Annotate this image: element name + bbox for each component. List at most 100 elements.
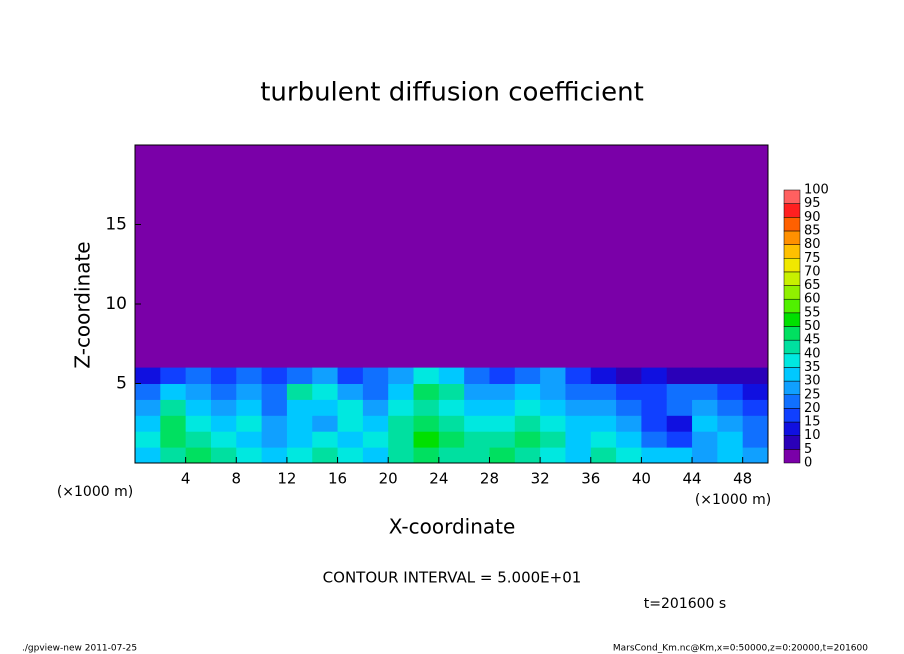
x-tick-label: 20 xyxy=(379,470,398,488)
colorbar-label: 95 xyxy=(804,196,821,211)
heat-cell xyxy=(413,399,440,416)
heat-cell xyxy=(135,415,161,432)
colorbar-swatch xyxy=(783,203,801,218)
heat-cell xyxy=(590,367,617,384)
heat-cell xyxy=(388,367,415,384)
heat-cell xyxy=(160,399,187,416)
heat-cell xyxy=(312,367,339,384)
heat-cell xyxy=(388,447,415,464)
heat-cell xyxy=(590,415,617,432)
x-tick-label: 8 xyxy=(232,470,242,488)
heat-cell xyxy=(160,415,187,432)
colorbar-swatch xyxy=(783,339,801,355)
heat-cell xyxy=(135,399,161,416)
heat-cell xyxy=(388,399,415,416)
heat-cell xyxy=(489,399,516,416)
colorbar-swatch xyxy=(783,394,801,409)
heat-cell xyxy=(717,447,744,464)
colorbar-swatch xyxy=(783,312,801,327)
heat-cell xyxy=(438,415,465,432)
heat-cell xyxy=(312,431,339,448)
heat-cell xyxy=(362,415,389,432)
heat-cell xyxy=(590,447,617,464)
heat-cell xyxy=(210,383,237,400)
colorbar-swatch xyxy=(783,230,801,245)
heat-cell xyxy=(312,415,339,432)
colorbar-label: 55 xyxy=(804,305,821,320)
x-tick-label: 16 xyxy=(328,470,347,488)
heat-cell xyxy=(717,383,744,400)
heat-cell xyxy=(742,447,769,464)
colorbar-label: 100 xyxy=(804,183,829,198)
heat-cell xyxy=(261,367,288,384)
heat-cell xyxy=(514,431,541,448)
heat-cell xyxy=(337,367,364,384)
heat-cell xyxy=(666,431,693,448)
heat-cell xyxy=(540,415,566,432)
colorbar-swatch xyxy=(783,449,801,464)
heat-cell xyxy=(565,431,592,448)
heat-cell xyxy=(261,431,288,448)
heat-cell xyxy=(286,367,313,384)
time-label: t=201600 s xyxy=(644,596,726,612)
heat-cell xyxy=(717,415,744,432)
heat-cell xyxy=(514,383,541,400)
heat-cell xyxy=(438,431,465,448)
colorbar-swatch xyxy=(783,217,801,232)
heat-cell xyxy=(692,447,718,464)
heat-cell xyxy=(616,415,642,432)
colorbar-label: 60 xyxy=(804,292,821,307)
heat-cell xyxy=(666,383,693,400)
heat-cell xyxy=(362,431,389,448)
heat-cell xyxy=(464,383,490,400)
colorbar-swatch xyxy=(783,258,801,273)
heat-cell xyxy=(666,367,693,384)
colorbar-label: 90 xyxy=(804,210,821,225)
heat-cell xyxy=(135,383,161,400)
heat-cell xyxy=(616,447,642,464)
x-tick-label: 4 xyxy=(181,470,191,488)
x-tick-label: 12 xyxy=(277,470,296,488)
heat-cell xyxy=(742,431,769,448)
heat-cell xyxy=(236,367,263,384)
heat-cell xyxy=(312,383,339,400)
colorbar-swatch xyxy=(783,244,801,259)
heat-cell xyxy=(565,415,592,432)
colorbar-label: 35 xyxy=(804,360,821,375)
colorbar-label: 5 xyxy=(804,442,812,457)
colorbar-label: 75 xyxy=(804,251,821,266)
y-tick-label: 5 xyxy=(116,374,127,394)
heat-cell xyxy=(160,367,187,384)
colorbar-label: 25 xyxy=(804,387,821,402)
colorbar-label: 10 xyxy=(804,428,821,443)
heat-cell xyxy=(692,399,718,416)
heat-cell xyxy=(286,415,313,432)
heat-cell xyxy=(160,447,187,464)
heat-cell xyxy=(236,415,263,432)
heat-cell xyxy=(641,367,668,384)
heat-cell xyxy=(261,383,288,400)
colorbar-swatch xyxy=(783,189,801,204)
heat-cell xyxy=(489,383,516,400)
y-axis-label: Z-coordinate xyxy=(71,241,95,368)
x-tick-label: 44 xyxy=(682,470,701,488)
heat-cell xyxy=(438,399,465,416)
heat-cell xyxy=(236,431,263,448)
y-tick-label: 15 xyxy=(105,215,127,235)
heat-cell xyxy=(286,383,313,400)
colorbar-label: 45 xyxy=(804,333,821,348)
footer-right: MarsCond_Km.nc@Km,x=0:50000,z=0:20000,t=… xyxy=(613,644,868,654)
colorbar-swatch xyxy=(783,421,801,436)
heat-cell xyxy=(135,431,161,448)
x-tick-label: 28 xyxy=(480,470,499,488)
colorbar-label: 80 xyxy=(804,237,821,252)
heat-cell xyxy=(641,431,668,448)
colorbar-label: 65 xyxy=(804,278,821,293)
heat-cell xyxy=(185,383,212,400)
heat-cell xyxy=(388,383,415,400)
heat-cell xyxy=(210,431,237,448)
colorbar-label: 50 xyxy=(804,319,821,334)
heat-cell xyxy=(666,447,693,464)
heat-cell xyxy=(185,415,212,432)
heat-cell xyxy=(540,447,566,464)
